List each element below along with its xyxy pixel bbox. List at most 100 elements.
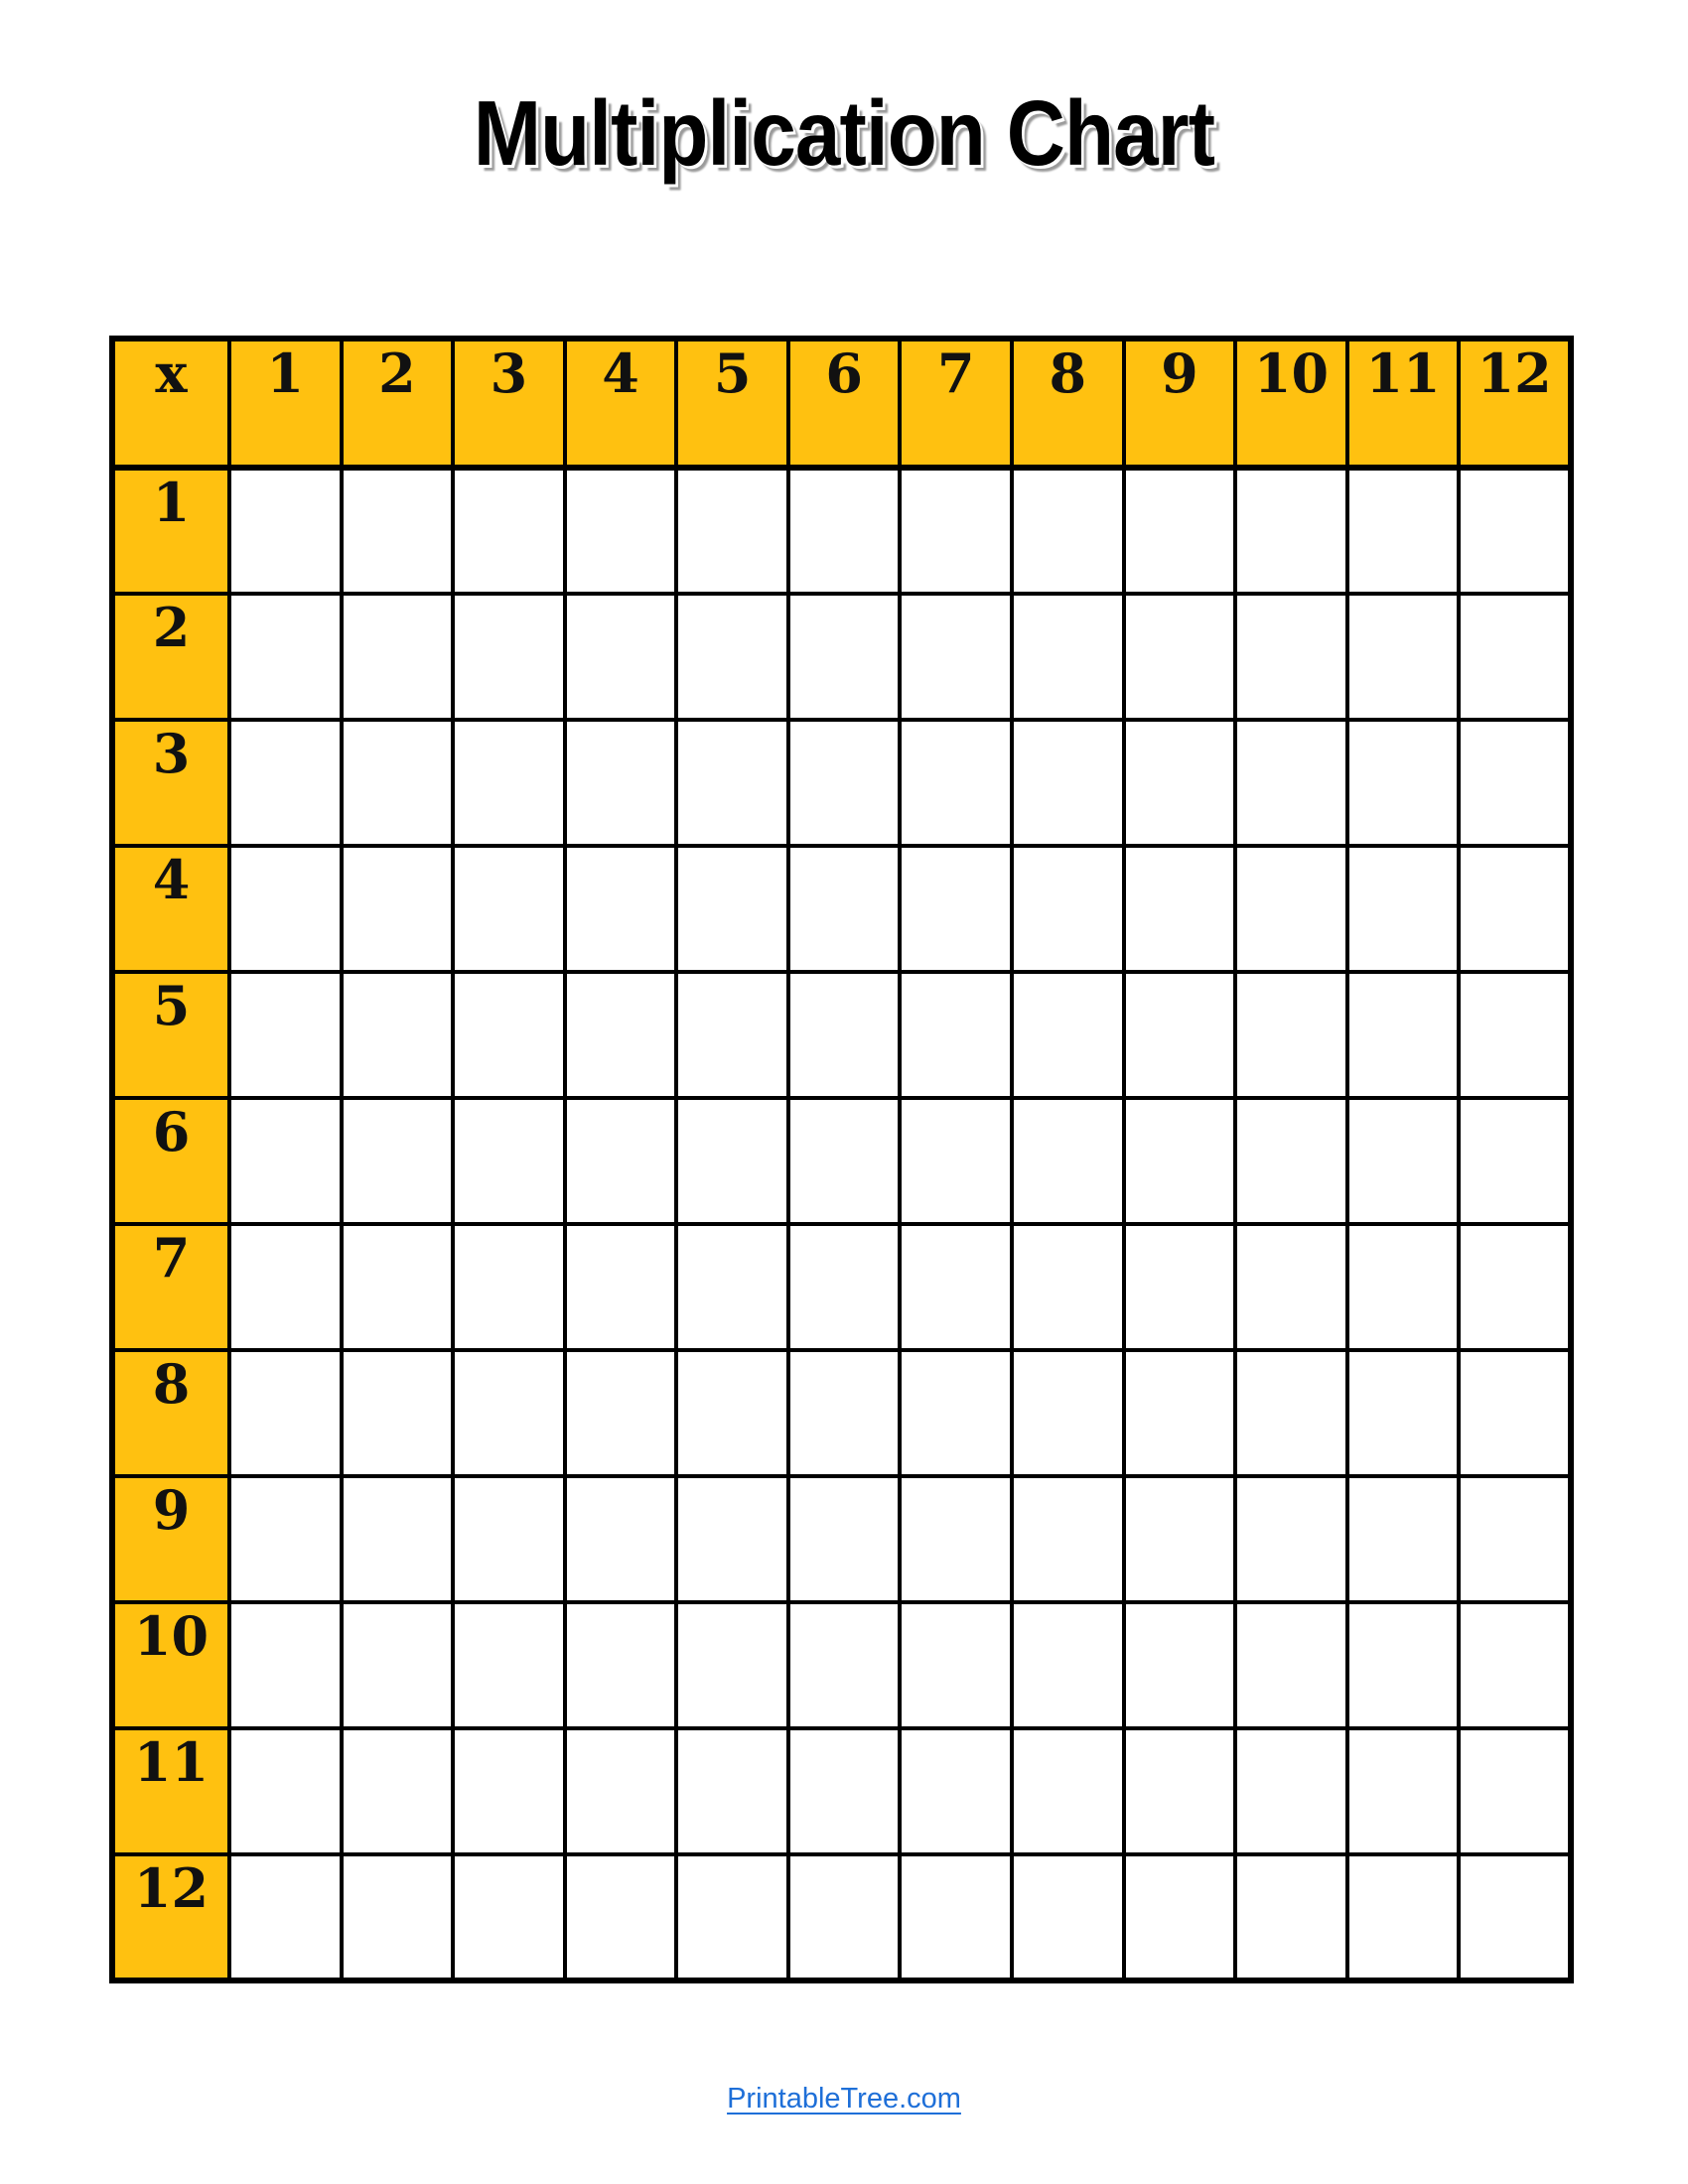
grid-cell [1457,592,1573,722]
grid-cell [674,1474,790,1604]
grid-cell [451,844,567,974]
grid-cell [562,1096,679,1226]
grid-cell [1233,592,1349,722]
column-header-cell: 9 [1121,337,1238,471]
grid-cell [1344,1348,1462,1478]
grid-cell [451,592,567,722]
grid-cell [674,718,790,848]
grid-cell [785,1348,903,1478]
grid-cell [785,1474,903,1604]
table-row: 1 [110,466,1573,596]
grid-cell [451,1222,567,1352]
grid-cell [898,844,1015,974]
grid-cell [1010,1600,1126,1730]
grid-cell [562,1348,679,1478]
grid-cell [785,1726,903,1856]
grid-cell [1233,1600,1349,1730]
grid-cell [785,844,903,974]
grid-cell [674,1222,790,1352]
grid-cell [227,1348,344,1478]
grid-cell [339,1852,456,1982]
grid-cell [785,1096,903,1226]
grid-cell [1344,592,1462,722]
table-body: 1 2 3 4 5 6 7 8 9 10 11 12 [110,466,1573,1982]
grid-cell [339,970,456,1100]
grid-cell [227,1096,344,1226]
grid-cell [898,1096,1015,1226]
grid-cell [1457,1852,1573,1982]
table-row: 4 [110,844,1573,974]
grid-cell [1344,844,1462,974]
header-row: x 1 2 3 4 5 6 7 8 9 10 11 12 [110,337,1573,471]
grid-cell [227,1726,344,1856]
grid-cell [1010,1096,1126,1226]
grid-cell [1010,1726,1126,1856]
grid-cell [674,1348,790,1478]
grid-cell [1010,1852,1126,1982]
table-row: 6 [110,1096,1573,1226]
column-header-cell: 3 [451,337,567,471]
grid-cell [1344,970,1462,1100]
grid-cell [898,1600,1015,1730]
grid-cell [562,1852,679,1982]
grid-cell [674,592,790,722]
grid-cell [1344,1852,1462,1982]
grid-cell [1010,592,1126,722]
footer: PrintableTree.com [0,2083,1688,2116]
grid-cell [1121,1726,1238,1856]
grid-cell [339,718,456,848]
grid-cell [227,1474,344,1604]
table-row: 9 [110,1474,1573,1604]
grid-cell [674,1726,790,1856]
grid-cell [1121,466,1238,596]
grid-cell [339,1600,456,1730]
grid-cell [227,844,344,974]
table-header-row: x 1 2 3 4 5 6 7 8 9 10 11 12 [110,337,1573,471]
column-header-cell: 12 [1457,337,1573,471]
grid-cell [562,844,679,974]
grid-cell [674,1852,790,1982]
grid-cell [227,718,344,848]
grid-cell [227,1222,344,1352]
grid-cell [451,718,567,848]
grid-cell [1344,1600,1462,1730]
grid-cell [1457,1348,1573,1478]
table-row: 8 [110,1348,1573,1478]
grid-cell [1233,1222,1349,1352]
row-header-cell: 1 [110,466,231,596]
grid-cell [1233,466,1349,596]
grid-cell [1233,1096,1349,1226]
grid-cell [227,466,344,596]
grid-cell [1344,1726,1462,1856]
grid-cell [898,1222,1015,1352]
grid-cell [339,466,456,596]
footer-link[interactable]: PrintableTree.com [727,2083,961,2115]
row-header-cell: 11 [110,1726,231,1856]
grid-cell [898,592,1015,722]
column-header-cell: 5 [674,337,790,471]
grid-cell [1344,1474,1462,1604]
grid-cell [1233,1474,1349,1604]
grid-cell [227,1600,344,1730]
grid-cell [562,1600,679,1730]
grid-cell [1010,1222,1126,1352]
grid-cell [674,466,790,596]
grid-cell [1457,466,1573,596]
corner-header-cell: x [110,337,231,471]
grid-cell [1121,1852,1238,1982]
grid-cell [339,844,456,974]
grid-cell [339,592,456,722]
grid-cell [1121,1348,1238,1478]
grid-cell [898,1852,1015,1982]
grid-cell [1457,1600,1573,1730]
grid-cell [674,844,790,974]
grid-cell [451,1726,567,1856]
page-title-text: Multiplication Chart [473,81,1215,185]
grid-cell [785,592,903,722]
row-header-cell: 12 [110,1852,231,1982]
grid-cell [674,1600,790,1730]
table-row: 2 [110,592,1573,722]
grid-cell [1344,466,1462,596]
grid-cell [1121,1096,1238,1226]
